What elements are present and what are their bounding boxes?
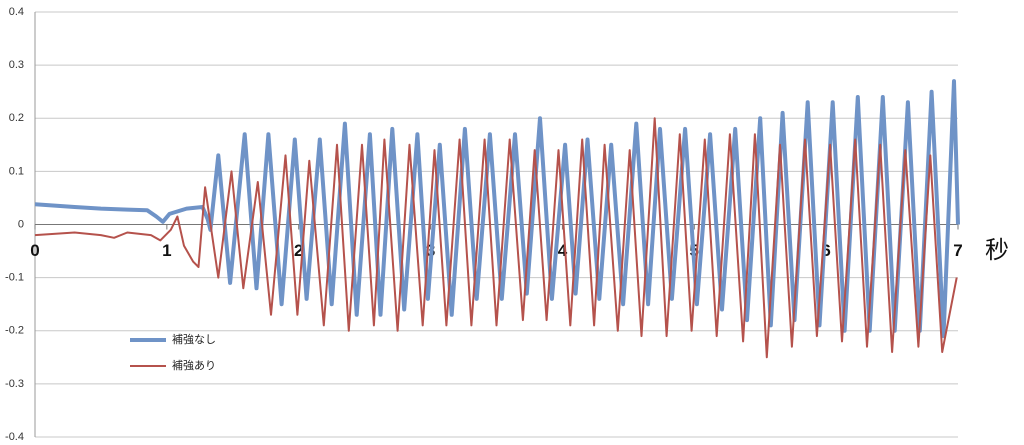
x-tick-label: 0 <box>30 241 39 260</box>
x-tick-label: 1 <box>162 241 171 260</box>
x-axis-label: 秒 <box>985 237 1009 264</box>
y-tick-label: 0.3 <box>9 59 24 71</box>
series-line <box>34 117 958 359</box>
x-tick-label: 7 <box>953 241 962 260</box>
legend-label: 補強あり <box>172 359 216 372</box>
y-tick-label: 0.1 <box>9 165 24 177</box>
series-line <box>34 79 960 339</box>
y-tick-label: -0.4 <box>5 431 24 443</box>
x-tick-label: 4 <box>558 241 568 260</box>
x-tick-label: 2 <box>294 241 303 260</box>
y-tick-label: 0.2 <box>9 112 24 124</box>
legend-label: 補強なし <box>172 333 216 346</box>
y-tick-label: 0 <box>18 218 24 230</box>
y-tick-label: -0.2 <box>5 325 24 337</box>
y-tick-label: 0.4 <box>9 6 24 18</box>
y-tick-label: -0.3 <box>5 378 24 390</box>
y-tick-label: -0.1 <box>5 272 24 284</box>
x-tick-label: 6 <box>821 241 830 260</box>
